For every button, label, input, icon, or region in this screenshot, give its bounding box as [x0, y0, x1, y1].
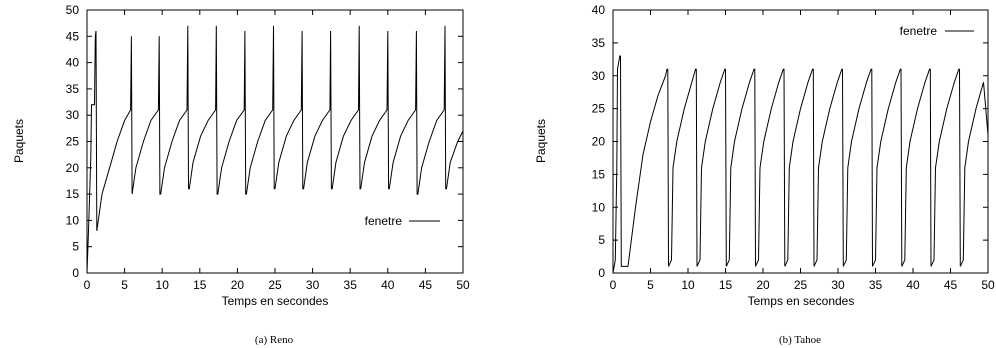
x-tick-label: 20: [756, 278, 770, 292]
y-tick-label: 45: [66, 29, 80, 43]
x-axis: 0 5 10 15 20 25 30 35 40 45 50: [610, 10, 995, 292]
y-tick-label: 5: [72, 240, 79, 254]
y-tick-label: 40: [66, 56, 80, 70]
legend: fenetre: [365, 214, 440, 228]
caption: (a) Reno: [255, 334, 294, 346]
x-tick-label: 50: [456, 278, 470, 292]
y-tick-label: 30: [592, 69, 606, 83]
y-tick-label: 50: [66, 3, 80, 17]
x-axis: 0 5 10 15 20 25 30 35 40 45 50: [84, 10, 470, 292]
x-tick-label: 25: [794, 278, 808, 292]
x-tick-label: 0: [84, 278, 91, 292]
y-axis-label: Paquets: [534, 119, 548, 163]
y-tick-label: 20: [66, 161, 80, 175]
y-tick-label: 25: [592, 102, 606, 116]
series-line-fenetre: [86, 25, 464, 274]
x-tick-label: 10: [156, 278, 170, 292]
x-tick-label: 15: [193, 278, 207, 292]
y-tick-label: 35: [66, 82, 80, 96]
x-tick-label: 30: [306, 278, 320, 292]
x-tick-label: 35: [869, 278, 883, 292]
y-axis: 0 5 10 15 20 25 30 35 40: [592, 3, 988, 280]
legend-label: fenetre: [900, 24, 938, 38]
x-tick-label: 5: [121, 278, 128, 292]
legend: fenetre: [900, 24, 974, 38]
x-tick-label: 35: [344, 278, 358, 292]
y-tick-label: 20: [592, 135, 606, 149]
x-tick-label: 50: [981, 278, 995, 292]
y-axis-label: Paquets: [12, 119, 26, 163]
y-tick-label: 35: [592, 36, 606, 50]
legend-label: fenetre: [365, 214, 403, 228]
x-tick-label: 40: [906, 278, 920, 292]
y-tick-label: 10: [592, 200, 606, 214]
caption: (b) Tahoe: [779, 334, 821, 346]
y-tick-label: 10: [66, 213, 80, 227]
y-tick-label: 40: [592, 3, 606, 17]
x-tick-label: 30: [831, 278, 845, 292]
chart-tahoe: 0 5 10 15 20 25 30 35 40 45 50 0 5 10 15 20 25 30 35 40 Te…: [534, 3, 995, 346]
x-tick-label: 20: [231, 278, 245, 292]
y-tick-label: 30: [66, 108, 80, 122]
chart-reno: 0 5 10 15 20 25 30 35 40 45 50 0 5 10 15 20 25 30 35 40 45 5…: [12, 3, 470, 346]
x-tick-label: 25: [268, 278, 282, 292]
series-line-fenetre: [612, 55, 989, 274]
plot-frame: [612, 9, 989, 274]
y-tick-label: 15: [592, 167, 606, 181]
x-tick-label: 45: [419, 278, 433, 292]
y-tick-label: 0: [598, 266, 605, 280]
y-tick-label: 25: [66, 135, 80, 149]
x-tick-label: 45: [944, 278, 958, 292]
x-tick-label: 10: [681, 278, 695, 292]
x-tick-label: 40: [381, 278, 395, 292]
y-tick-label: 0: [72, 266, 79, 280]
x-axis-label: Temps en secondes: [748, 294, 855, 308]
x-tick-label: 15: [719, 278, 733, 292]
y-tick-label: 5: [598, 233, 605, 247]
y-axis: 0 5 10 15 20 25 30 35 40 45 50: [66, 3, 463, 280]
y-tick-label: 15: [66, 187, 80, 201]
x-tick-label: 5: [647, 278, 654, 292]
x-tick-label: 0: [610, 278, 617, 292]
x-axis-label: Temps en secondes: [222, 294, 329, 308]
